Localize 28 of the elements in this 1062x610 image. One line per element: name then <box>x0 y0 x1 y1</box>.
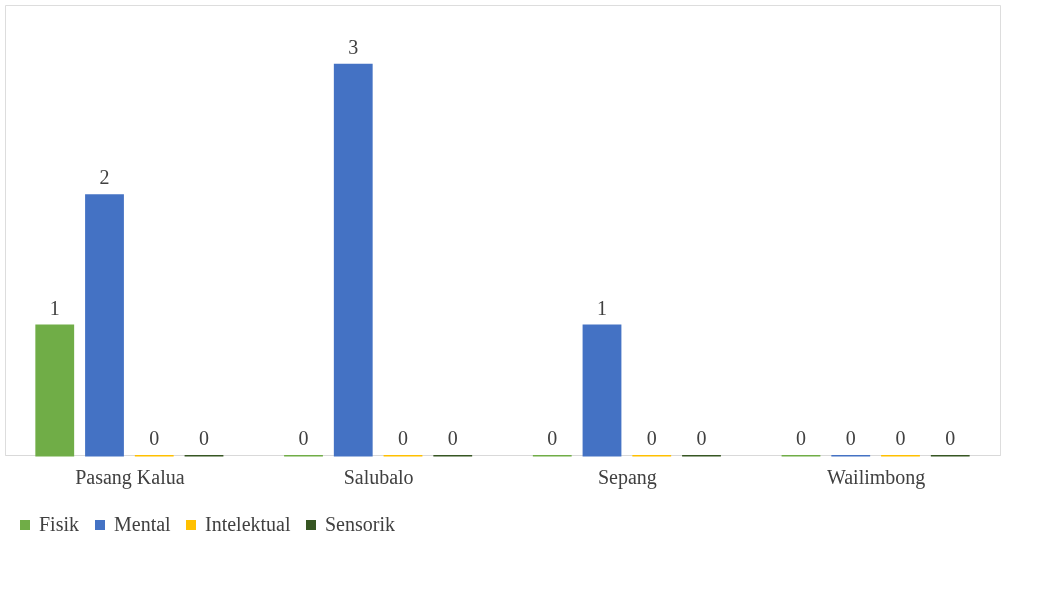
data-label: 0 <box>796 427 806 449</box>
bar <box>333 63 373 457</box>
data-label: 0 <box>199 427 209 449</box>
bar <box>35 324 75 457</box>
legend-label: Fisik <box>39 513 80 535</box>
data-label: 0 <box>298 427 309 449</box>
data-label: 1 <box>597 296 607 319</box>
data-label: 0 <box>398 427 408 449</box>
data-label: 2 <box>99 166 110 189</box>
x-tick-label: Salubalo <box>343 465 414 488</box>
legend-label: Sensorik <box>325 513 395 535</box>
legend-label: Mental <box>114 513 172 535</box>
data-label: 1 <box>49 296 60 319</box>
data-label: 0 <box>646 427 657 449</box>
data-label: 0 <box>149 427 160 449</box>
data-label: 0 <box>447 427 458 449</box>
data-label: 0 <box>696 427 707 449</box>
bar <box>85 194 124 457</box>
data-label: 0 <box>845 427 856 449</box>
data-label: 0 <box>945 427 956 449</box>
x-tick-label: Pasang Kalua <box>75 465 185 489</box>
data-label: 3 <box>348 35 359 58</box>
legend-label: Intelektual <box>205 513 291 535</box>
x-tick-label: Sepang <box>597 465 657 489</box>
x-tick-label: Wailimbong <box>826 465 926 489</box>
bar <box>582 324 622 457</box>
data-label: 0 <box>895 427 906 449</box>
data-label: 0 <box>547 427 558 449</box>
